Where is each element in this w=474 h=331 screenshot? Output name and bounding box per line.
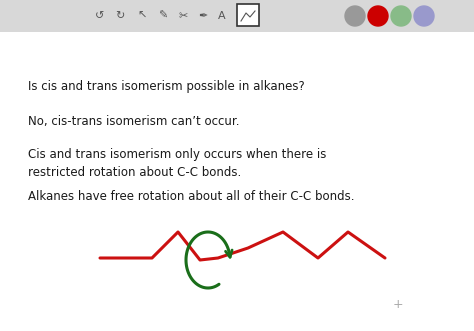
- Text: Is cis and trans isomerism possible in alkanes?: Is cis and trans isomerism possible in a…: [28, 80, 305, 93]
- Text: ✒: ✒: [198, 11, 208, 21]
- Text: +: +: [392, 299, 403, 311]
- Text: No, cis-trans isomerism can’t occur.: No, cis-trans isomerism can’t occur.: [28, 115, 239, 128]
- Text: ✎: ✎: [158, 11, 168, 21]
- Text: Cis and trans isomerism only occurs when there is
restricted rotation about C-C : Cis and trans isomerism only occurs when…: [28, 148, 327, 179]
- Circle shape: [391, 6, 411, 26]
- Circle shape: [368, 6, 388, 26]
- Text: ↖: ↖: [137, 11, 146, 21]
- Text: Alkanes have free rotation about all of their C-C bonds.: Alkanes have free rotation about all of …: [28, 190, 355, 203]
- Text: ↺: ↺: [95, 11, 105, 21]
- Bar: [0, 0, 474, 32]
- FancyBboxPatch shape: [237, 4, 259, 26]
- Circle shape: [414, 6, 434, 26]
- Text: ✂: ✂: [178, 11, 188, 21]
- Circle shape: [345, 6, 365, 26]
- Text: A: A: [218, 11, 226, 21]
- Text: ↻: ↻: [115, 11, 125, 21]
